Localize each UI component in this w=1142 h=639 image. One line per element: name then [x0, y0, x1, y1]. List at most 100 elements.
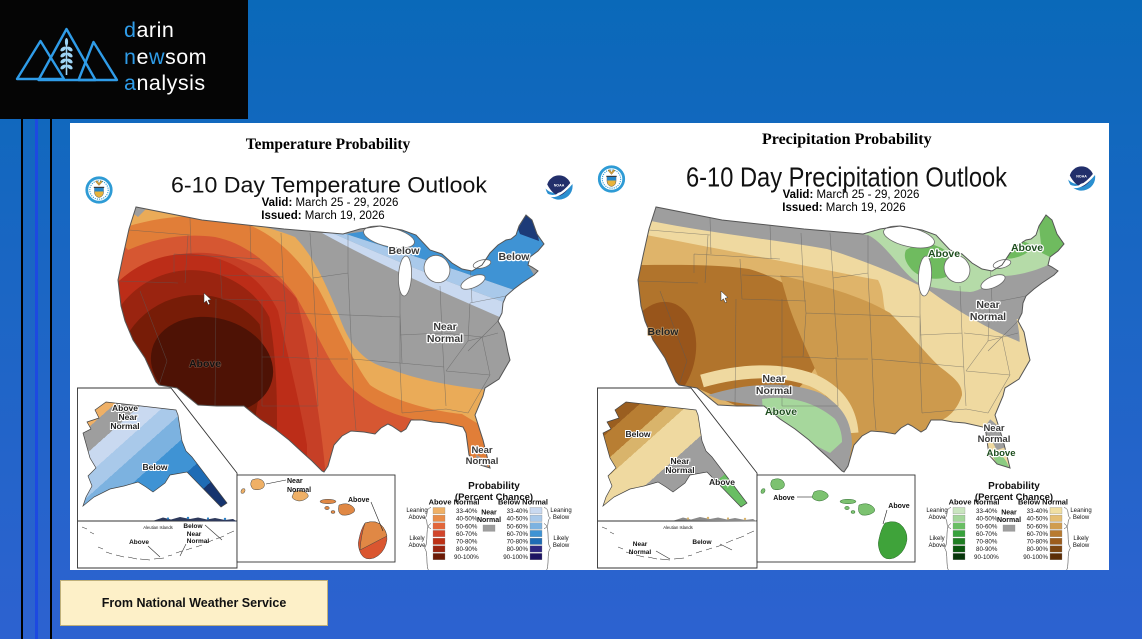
svg-text:Issued: March 19, 2026: Issued: March 19, 2026: [261, 210, 384, 222]
svg-text:Below Normal: Below Normal: [498, 498, 548, 507]
svg-text:80-90%: 80-90%: [976, 546, 998, 553]
svg-text:Likely: Likely: [409, 536, 424, 542]
svg-text:Above: Above: [1011, 242, 1043, 254]
svg-text:Below: Below: [648, 326, 680, 338]
svg-text:(Percent Chance): (Percent Chance): [455, 492, 533, 503]
svg-text:Below: Below: [692, 539, 712, 546]
svg-text:Below: Below: [553, 543, 570, 549]
svg-text:70-80%: 70-80%: [1027, 539, 1049, 546]
svg-text:33-40%: 33-40%: [976, 508, 998, 515]
svg-text:Below: Below: [553, 515, 570, 521]
svg-text:Below: Below: [1073, 543, 1090, 549]
svg-text:70-80%: 70-80%: [976, 539, 998, 546]
svg-text:Below: Below: [183, 523, 203, 530]
svg-text:Above: Above: [888, 503, 910, 510]
svg-text:Normal: Normal: [978, 434, 1011, 445]
svg-text:Likely: Likely: [553, 536, 568, 542]
svg-text:33-40%: 33-40%: [456, 508, 478, 515]
svg-text:(Percent Chance): (Percent Chance): [975, 492, 1053, 503]
svg-text:Below: Below: [625, 429, 650, 439]
svg-text:Leaning: Leaning: [406, 508, 427, 514]
svg-text:Near: Near: [471, 445, 492, 456]
svg-text:Normal: Normal: [665, 465, 694, 475]
svg-text:Probability: Probability: [988, 481, 1040, 492]
svg-text:Below: Below: [1073, 515, 1090, 521]
svg-text:Above: Above: [112, 403, 138, 413]
svg-text:Near: Near: [762, 373, 785, 385]
svg-text:Leaning: Leaning: [926, 508, 947, 514]
svg-text:Normal: Normal: [997, 517, 1021, 524]
svg-text:Near: Near: [976, 299, 999, 311]
svg-text:80-90%: 80-90%: [507, 546, 529, 553]
svg-text:Normal: Normal: [427, 333, 463, 345]
svg-text:Below: Below: [389, 245, 421, 257]
svg-text:40-50%: 40-50%: [456, 516, 478, 523]
svg-text:Likely: Likely: [1073, 536, 1088, 542]
svg-text:Above Normal: Above Normal: [429, 498, 480, 507]
svg-text:Near: Near: [187, 531, 202, 538]
svg-text:Above: Above: [928, 543, 946, 549]
svg-text:Normal: Normal: [110, 421, 139, 431]
svg-text:Above: Above: [408, 515, 426, 521]
svg-text:NOAA: NOAA: [1076, 175, 1087, 179]
svg-text:Near: Near: [671, 456, 691, 466]
svg-text:70-80%: 70-80%: [507, 539, 529, 546]
svg-text:Normal: Normal: [629, 549, 652, 556]
svg-text:Normal: Normal: [187, 538, 210, 545]
svg-text:Above: Above: [765, 406, 797, 418]
svg-text:Above Normal: Above Normal: [949, 498, 1000, 507]
svg-text:Above: Above: [189, 358, 221, 370]
svg-text:Normal: Normal: [970, 311, 1006, 323]
svg-text:Aleutian Islands: Aleutian Islands: [143, 525, 173, 530]
svg-text:Above: Above: [709, 477, 735, 487]
svg-text:Valid: March 25 - 29, 2026: Valid: March 25 - 29, 2026: [262, 197, 399, 209]
svg-text:Likely: Likely: [929, 536, 944, 542]
svg-text:Issued: March 19, 2026: Issued: March 19, 2026: [782, 202, 905, 214]
svg-text:Above: Above: [129, 539, 149, 546]
svg-text:90-100%: 90-100%: [1023, 554, 1048, 561]
svg-text:6-10 Day Temperature Outlook: 6-10 Day Temperature Outlook: [171, 173, 488, 198]
svg-text:90-100%: 90-100%: [454, 554, 479, 561]
svg-text:Leaning: Leaning: [550, 508, 571, 514]
svg-text:40-50%: 40-50%: [1027, 516, 1049, 523]
svg-text:60-70%: 60-70%: [507, 531, 529, 538]
svg-text:Normal: Normal: [466, 456, 499, 467]
svg-text:60-70%: 60-70%: [1027, 531, 1049, 538]
svg-text:Above: Above: [928, 515, 946, 521]
svg-text:Above: Above: [773, 495, 795, 502]
svg-text:Above: Above: [348, 497, 370, 504]
svg-text:Near: Near: [983, 423, 1004, 434]
svg-text:Above: Above: [408, 543, 426, 549]
svg-text:Near: Near: [119, 412, 139, 422]
svg-text:50-60%: 50-60%: [507, 523, 529, 530]
svg-text:50-60%: 50-60%: [976, 523, 998, 530]
svg-text:NOAA: NOAA: [554, 184, 565, 188]
svg-text:80-90%: 80-90%: [456, 546, 478, 553]
svg-text:Above: Above: [986, 448, 1015, 459]
svg-text:Near: Near: [481, 510, 497, 517]
svg-text:Below Normal: Below Normal: [1018, 498, 1068, 507]
svg-text:Near: Near: [1001, 510, 1017, 517]
svg-text:Below: Below: [499, 251, 531, 263]
svg-text:60-70%: 60-70%: [976, 531, 998, 538]
svg-text:80-90%: 80-90%: [1027, 546, 1049, 553]
svg-text:Near: Near: [287, 478, 303, 485]
svg-text:60-70%: 60-70%: [456, 531, 478, 538]
svg-text:Precipitation Probability: Precipitation Probability: [762, 131, 932, 148]
svg-text:6-10 Day Precipitation Outlook: 6-10 Day Precipitation Outlook: [686, 162, 1008, 193]
svg-text:Aleutian Islands: Aleutian Islands: [663, 525, 693, 530]
svg-text:50-60%: 50-60%: [1027, 523, 1049, 530]
svg-text:33-40%: 33-40%: [1027, 508, 1049, 515]
svg-text:Near: Near: [633, 541, 648, 548]
svg-text:Normal: Normal: [756, 385, 792, 397]
svg-text:70-80%: 70-80%: [456, 539, 478, 546]
svg-text:Near: Near: [433, 321, 456, 333]
svg-text:Below: Below: [142, 462, 167, 472]
svg-text:Probability: Probability: [468, 481, 520, 492]
svg-text:40-50%: 40-50%: [976, 516, 998, 523]
svg-text:Normal: Normal: [287, 487, 311, 494]
svg-text:Temperature Probability: Temperature Probability: [246, 136, 411, 153]
svg-text:Above: Above: [928, 248, 960, 260]
svg-text:Normal: Normal: [477, 517, 501, 524]
svg-text:33-40%: 33-40%: [507, 508, 529, 515]
